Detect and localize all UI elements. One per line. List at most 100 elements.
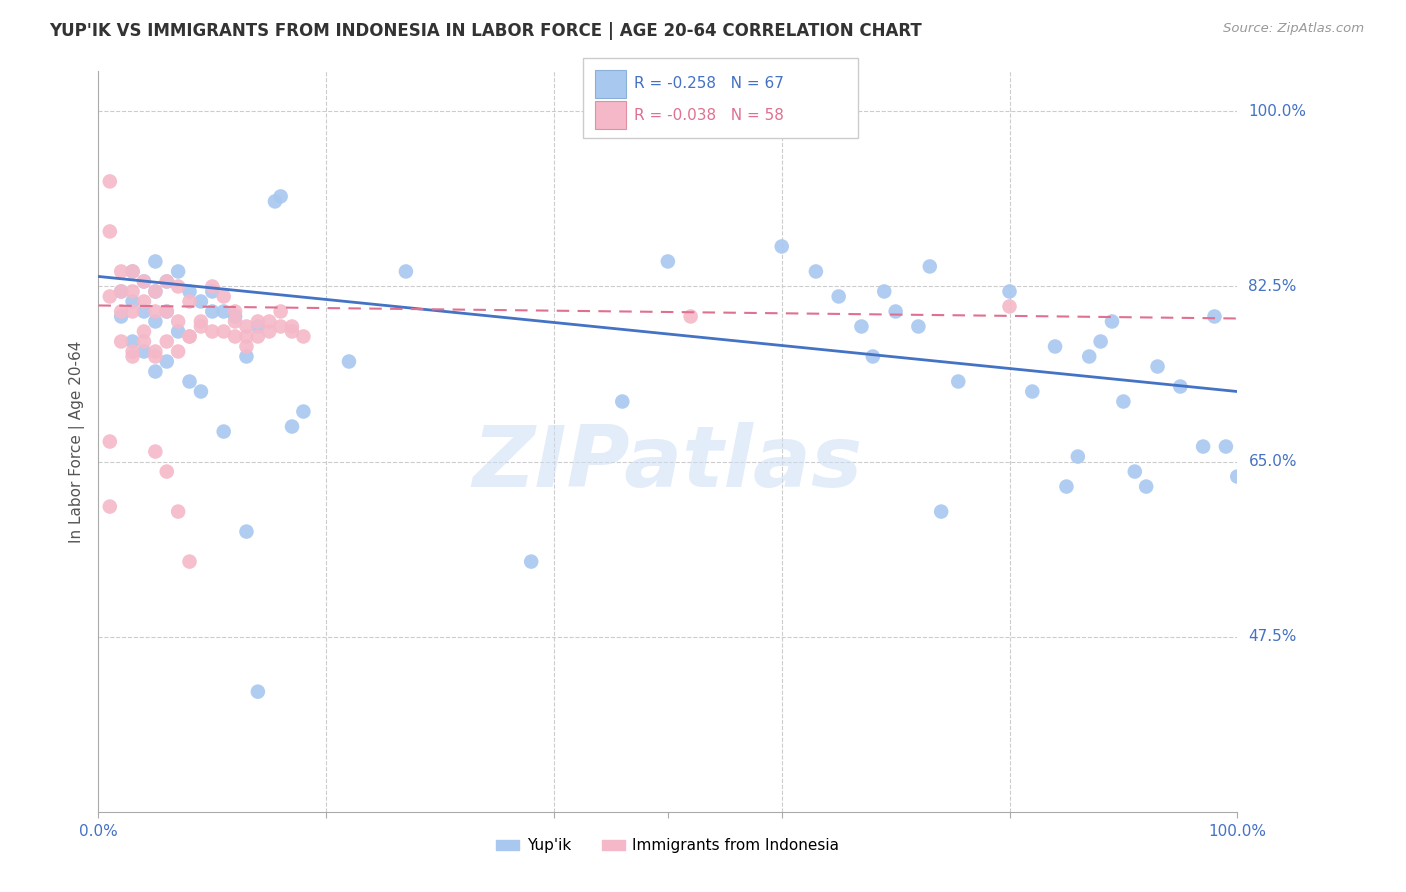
Point <box>804 264 827 278</box>
Point <box>1101 314 1123 328</box>
Point <box>121 264 143 278</box>
Text: ZIPatlas: ZIPatlas <box>472 422 863 505</box>
Point <box>98 174 121 188</box>
Point <box>679 310 702 324</box>
Point <box>132 304 155 318</box>
Point <box>121 350 143 364</box>
Point <box>121 334 143 349</box>
Point <box>132 275 155 289</box>
Point <box>156 304 179 318</box>
Point <box>145 285 167 299</box>
Point <box>224 314 246 328</box>
Point <box>270 189 292 203</box>
Point <box>201 325 224 339</box>
Point <box>948 375 970 389</box>
Y-axis label: In Labor Force | Age 20-64: In Labor Force | Age 20-64 <box>69 341 84 542</box>
Point <box>145 444 167 458</box>
Point <box>851 319 873 334</box>
Point <box>110 304 132 318</box>
Point <box>145 364 167 378</box>
Point <box>918 260 941 274</box>
Point <box>121 285 143 299</box>
Point <box>246 684 269 698</box>
Point <box>292 329 315 343</box>
Point <box>132 344 155 359</box>
Point <box>1192 440 1215 454</box>
Point <box>179 329 201 343</box>
Text: YUP'IK VS IMMIGRANTS FROM INDONESIA IN LABOR FORCE | AGE 20-64 CORRELATION CHART: YUP'IK VS IMMIGRANTS FROM INDONESIA IN L… <box>49 22 922 40</box>
Legend: Yup'ik, Immigrants from Indonesia: Yup'ik, Immigrants from Indonesia <box>491 832 845 860</box>
Point <box>145 254 167 268</box>
Point <box>224 310 246 324</box>
Point <box>1090 334 1112 349</box>
Text: 65.0%: 65.0% <box>1249 454 1296 469</box>
Text: 100.0%: 100.0% <box>1249 103 1306 119</box>
Point <box>212 289 235 303</box>
Point <box>1112 394 1135 409</box>
Point <box>1043 339 1066 353</box>
Point <box>873 285 896 299</box>
Point <box>1215 440 1237 454</box>
Point <box>281 419 304 434</box>
Point <box>190 314 212 328</box>
Point <box>1021 384 1043 399</box>
Point <box>212 425 235 439</box>
Point <box>145 350 167 364</box>
Point <box>190 384 212 399</box>
Point <box>110 285 132 299</box>
Point <box>270 319 292 334</box>
Point <box>520 555 543 569</box>
Point <box>246 329 269 343</box>
Point <box>1067 450 1090 464</box>
Point <box>190 319 212 334</box>
Point <box>292 404 315 418</box>
Point <box>179 329 201 343</box>
Point <box>246 319 269 334</box>
Point <box>862 350 884 364</box>
Point <box>246 314 269 328</box>
Point <box>929 505 952 519</box>
Point <box>110 310 132 324</box>
Point <box>121 264 143 278</box>
Point <box>828 289 851 303</box>
Text: R = -0.038   N = 58: R = -0.038 N = 58 <box>634 108 785 122</box>
Point <box>337 354 360 368</box>
Point <box>235 350 257 364</box>
Point <box>98 224 121 238</box>
Point <box>156 304 179 318</box>
Point <box>132 325 155 339</box>
Point <box>224 304 246 318</box>
Point <box>156 275 179 289</box>
Point <box>167 344 190 359</box>
Text: 47.5%: 47.5% <box>1249 629 1296 644</box>
Point <box>270 304 292 318</box>
Point <box>201 304 224 318</box>
Point <box>907 319 929 334</box>
Point <box>98 289 121 303</box>
Text: R = -0.258   N = 67: R = -0.258 N = 67 <box>634 77 785 91</box>
Point <box>167 325 190 339</box>
Point <box>167 264 190 278</box>
Point <box>235 329 257 343</box>
Point <box>98 500 121 514</box>
Point <box>235 319 257 334</box>
Point <box>1226 469 1249 483</box>
Point <box>657 254 679 268</box>
Point <box>121 294 143 309</box>
Point <box>156 354 179 368</box>
Point <box>132 334 155 349</box>
Point <box>998 300 1021 314</box>
Point <box>167 505 190 519</box>
Point <box>212 304 235 318</box>
Point <box>201 285 224 299</box>
Text: 82.5%: 82.5% <box>1249 279 1296 294</box>
Point <box>259 325 281 339</box>
Point <box>110 334 132 349</box>
Point <box>98 434 121 449</box>
Point <box>998 285 1021 299</box>
Point <box>179 294 201 309</box>
Point <box>179 285 201 299</box>
Point <box>612 394 634 409</box>
Point <box>121 344 143 359</box>
Point <box>145 344 167 359</box>
